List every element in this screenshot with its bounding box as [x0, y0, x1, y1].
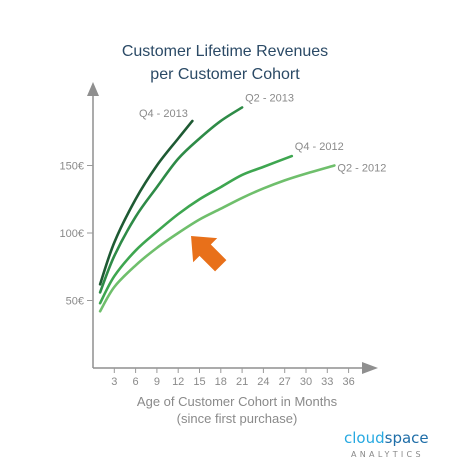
x-tick-label: 15 — [193, 376, 205, 388]
x-tick-label: 9 — [154, 376, 160, 388]
x-tick-label: 33 — [321, 376, 333, 388]
x-tick-label: 3 — [111, 376, 117, 388]
y-axis-arrowhead — [87, 82, 99, 96]
cloudspace-logo: cloudspace ANALYTICS — [344, 429, 429, 459]
series-label: Q2 - 2012 — [337, 163, 386, 175]
x-tick-label: 27 — [279, 376, 291, 388]
x-axis-label-line-2: (since first purchase) — [177, 411, 298, 426]
series-labels: Q4 - 2013 Q2 - 2013 Q4 - 2012 Q2 - 2012 — [139, 92, 386, 174]
series-label: Q4 - 2013 — [139, 108, 188, 120]
x-tick-label: 36 — [342, 376, 354, 388]
x-axis-arrowhead — [362, 362, 378, 374]
x-tick-label: 30 — [300, 376, 312, 388]
x-tick-label: 18 — [215, 376, 227, 388]
series-lines — [98, 106, 336, 313]
y-tick-label: 150€ — [60, 161, 84, 173]
series-label: Q2 - 2013 — [245, 92, 294, 104]
series-label: Q4 - 2012 — [295, 141, 344, 153]
y-tick-label: 50€ — [66, 296, 84, 308]
x-tick-label: 24 — [257, 376, 269, 388]
x-tick-label: 6 — [133, 376, 139, 388]
series-line — [98, 106, 244, 294]
series-line — [98, 119, 194, 286]
x-tick-label: 21 — [236, 376, 248, 388]
series-line — [98, 154, 294, 305]
chart-title-line-1: Customer Lifetime Revenues — [122, 43, 328, 60]
logo-subtext: ANALYTICS — [351, 450, 424, 459]
chart-title-line-2: per Customer Cohort — [150, 66, 300, 83]
x-tick-label: 12 — [172, 376, 184, 388]
logo-text: cloudspace — [344, 429, 429, 447]
y-tick-label: 100€ — [60, 228, 84, 240]
x-axis-label-line-1: Age of Customer Cohort in Months — [137, 394, 338, 409]
highlight-arrow — [191, 236, 227, 272]
series-line — [98, 164, 336, 313]
